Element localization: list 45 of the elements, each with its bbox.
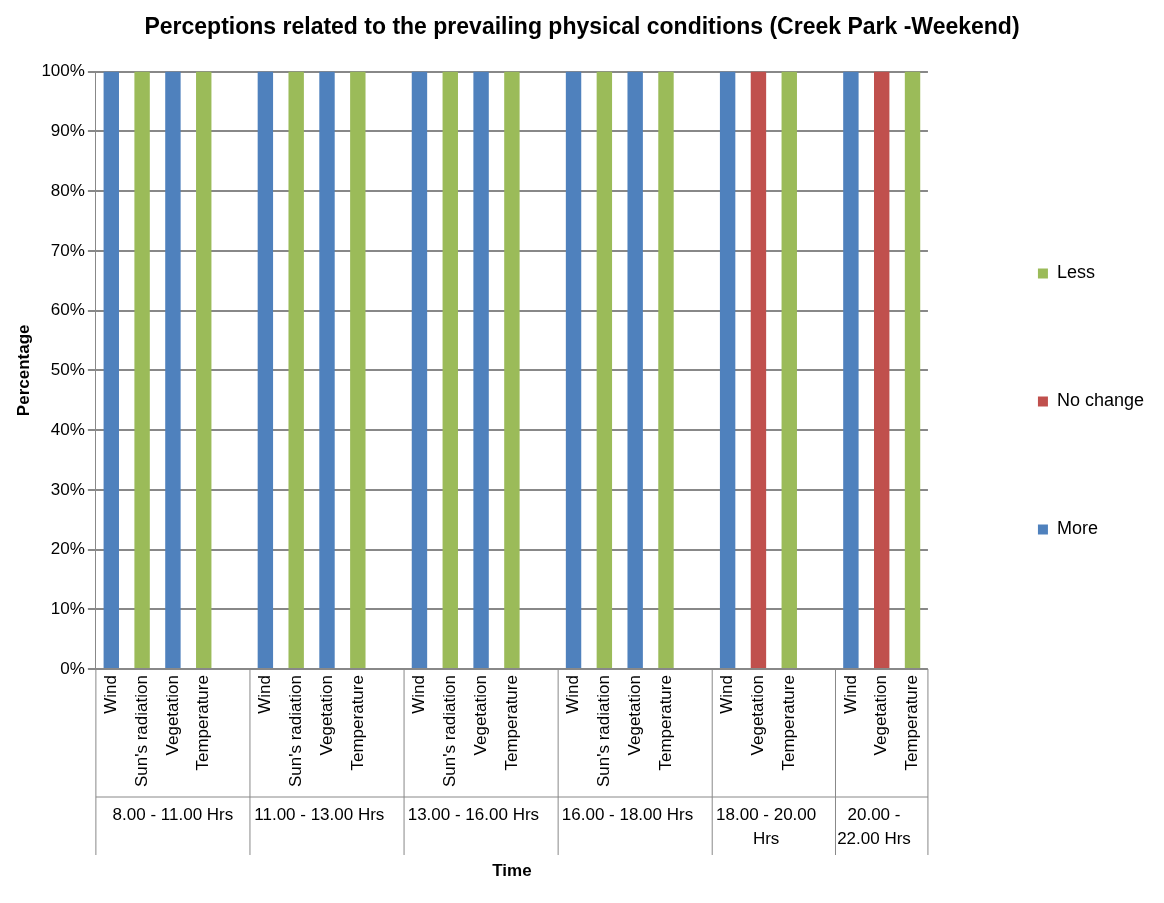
text: 20.00 - 22.00 Hrs [837, 805, 911, 849]
text: 8.00 - 11.00 Hrs [112, 805, 234, 825]
x-tick-label: Temperature [501, 675, 521, 771]
x-tick-label: Temperature [778, 675, 798, 771]
y-tick-label: 10% [50, 599, 85, 619]
x-tick-label: Vegetation [316, 675, 336, 756]
legend-label: Less [1056, 262, 1095, 283]
y-axis-title: Percentage [13, 324, 33, 417]
y-tick-label: 80% [50, 180, 85, 200]
x-tick-label: Vegetation [748, 675, 768, 756]
text: 16.00 - 18.00 Hrs [561, 805, 694, 825]
y-tick-label: 90% [50, 121, 85, 141]
x-tick-label: Vegetation [871, 675, 891, 756]
y-tick-label: 20% [50, 539, 85, 559]
x-tick-label: Temperature [193, 675, 213, 771]
y-tick-label: 30% [50, 479, 85, 499]
x-tick-label: Wind [100, 675, 120, 714]
x-tick-label: Temperature [655, 675, 675, 771]
x-tick-label: Temperature [347, 675, 367, 771]
x-tick-label: Wind [409, 675, 429, 714]
legend-label: No change [1056, 390, 1145, 411]
y-tick-label: 100% [41, 61, 85, 81]
x-tick-label: Sun's radiation [131, 675, 151, 788]
x-tick-label: Temperature [902, 675, 922, 771]
x-tick-label: Vegetation [624, 675, 644, 756]
text: 11.00 - 13.00 Hrs [254, 805, 385, 825]
x-tick-label: Sun's radiation [439, 675, 459, 788]
x-tick-label: Wind [255, 675, 275, 714]
y-tick-label: 70% [50, 240, 85, 260]
x-tick-label: Wind [840, 675, 860, 714]
text: 13.00 - 16.00 Hrs [407, 805, 540, 825]
y-tick-label: 0% [60, 658, 85, 678]
y-tick-label: 40% [50, 419, 85, 439]
x-tick-label: Vegetation [470, 675, 490, 756]
x-tick-label: Vegetation [162, 675, 182, 756]
x-tick-label: Sun's radiation [594, 675, 614, 788]
y-tick-label: 50% [50, 360, 85, 380]
y-tick-label: 60% [50, 300, 85, 320]
chart-title: Perceptions related to the prevailing physical conditions (Creek Park -Weekend) [144, 13, 1020, 40]
x-axis-title: Time [492, 861, 532, 881]
text: 18.00 - 20.00 Hrs [716, 805, 817, 849]
x-tick-label: Wind [563, 675, 583, 714]
x-tick-label: Wind [717, 675, 737, 714]
legend-label: More [1056, 518, 1098, 539]
x-tick-label: Sun's radiation [285, 675, 305, 788]
